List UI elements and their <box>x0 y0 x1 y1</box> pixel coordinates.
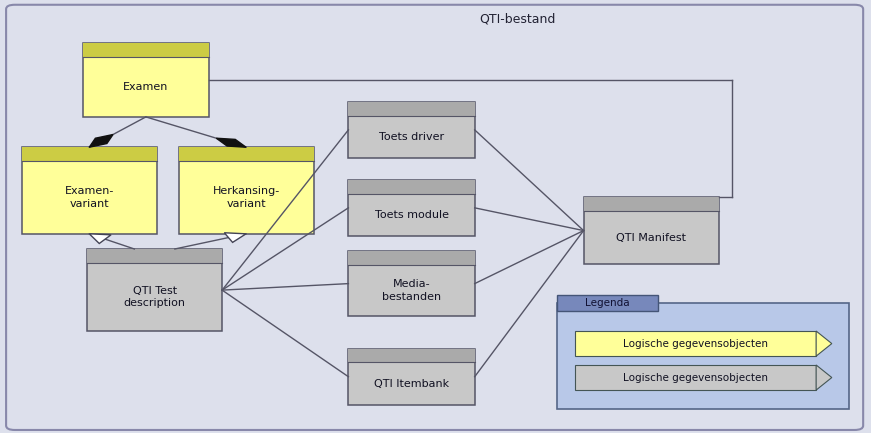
Polygon shape <box>216 138 246 147</box>
Text: Examen-
variant: Examen- variant <box>64 186 114 209</box>
FancyBboxPatch shape <box>179 147 314 161</box>
FancyBboxPatch shape <box>87 249 222 263</box>
FancyBboxPatch shape <box>6 5 863 430</box>
FancyBboxPatch shape <box>348 102 475 158</box>
Text: Logische gegevensobjecten: Logische gegevensobjecten <box>623 339 768 349</box>
Polygon shape <box>90 234 111 243</box>
FancyBboxPatch shape <box>348 251 475 265</box>
FancyBboxPatch shape <box>348 102 475 116</box>
FancyBboxPatch shape <box>87 249 222 331</box>
Text: Examen: Examen <box>123 82 169 92</box>
FancyBboxPatch shape <box>575 331 816 356</box>
FancyBboxPatch shape <box>22 147 157 234</box>
Text: QTI Itembank: QTI Itembank <box>374 378 449 389</box>
FancyBboxPatch shape <box>584 197 719 264</box>
Polygon shape <box>90 135 113 147</box>
Text: QTI Test
description: QTI Test description <box>124 286 186 308</box>
Text: QTI Manifest: QTI Manifest <box>616 233 686 242</box>
FancyBboxPatch shape <box>83 43 209 117</box>
FancyBboxPatch shape <box>557 295 658 311</box>
Text: Toets module: Toets module <box>375 210 449 220</box>
FancyBboxPatch shape <box>348 180 475 236</box>
Text: Media-
bestanden: Media- bestanden <box>382 279 441 302</box>
Text: Logische gegevensobjecten: Logische gegevensobjecten <box>623 372 768 382</box>
Polygon shape <box>816 365 832 390</box>
Text: Toets driver: Toets driver <box>379 132 444 142</box>
FancyBboxPatch shape <box>83 43 209 57</box>
FancyBboxPatch shape <box>22 147 157 161</box>
FancyBboxPatch shape <box>557 303 849 409</box>
FancyBboxPatch shape <box>348 180 475 194</box>
FancyBboxPatch shape <box>348 349 475 362</box>
Text: QTI-bestand: QTI-bestand <box>479 13 556 26</box>
FancyBboxPatch shape <box>179 147 314 234</box>
FancyBboxPatch shape <box>584 197 719 211</box>
FancyBboxPatch shape <box>348 349 475 405</box>
FancyBboxPatch shape <box>348 251 475 316</box>
Polygon shape <box>225 233 246 242</box>
Text: Legenda: Legenda <box>585 298 630 308</box>
Text: Herkansing-
variant: Herkansing- variant <box>213 186 280 209</box>
FancyBboxPatch shape <box>575 365 816 390</box>
Polygon shape <box>816 331 832 356</box>
